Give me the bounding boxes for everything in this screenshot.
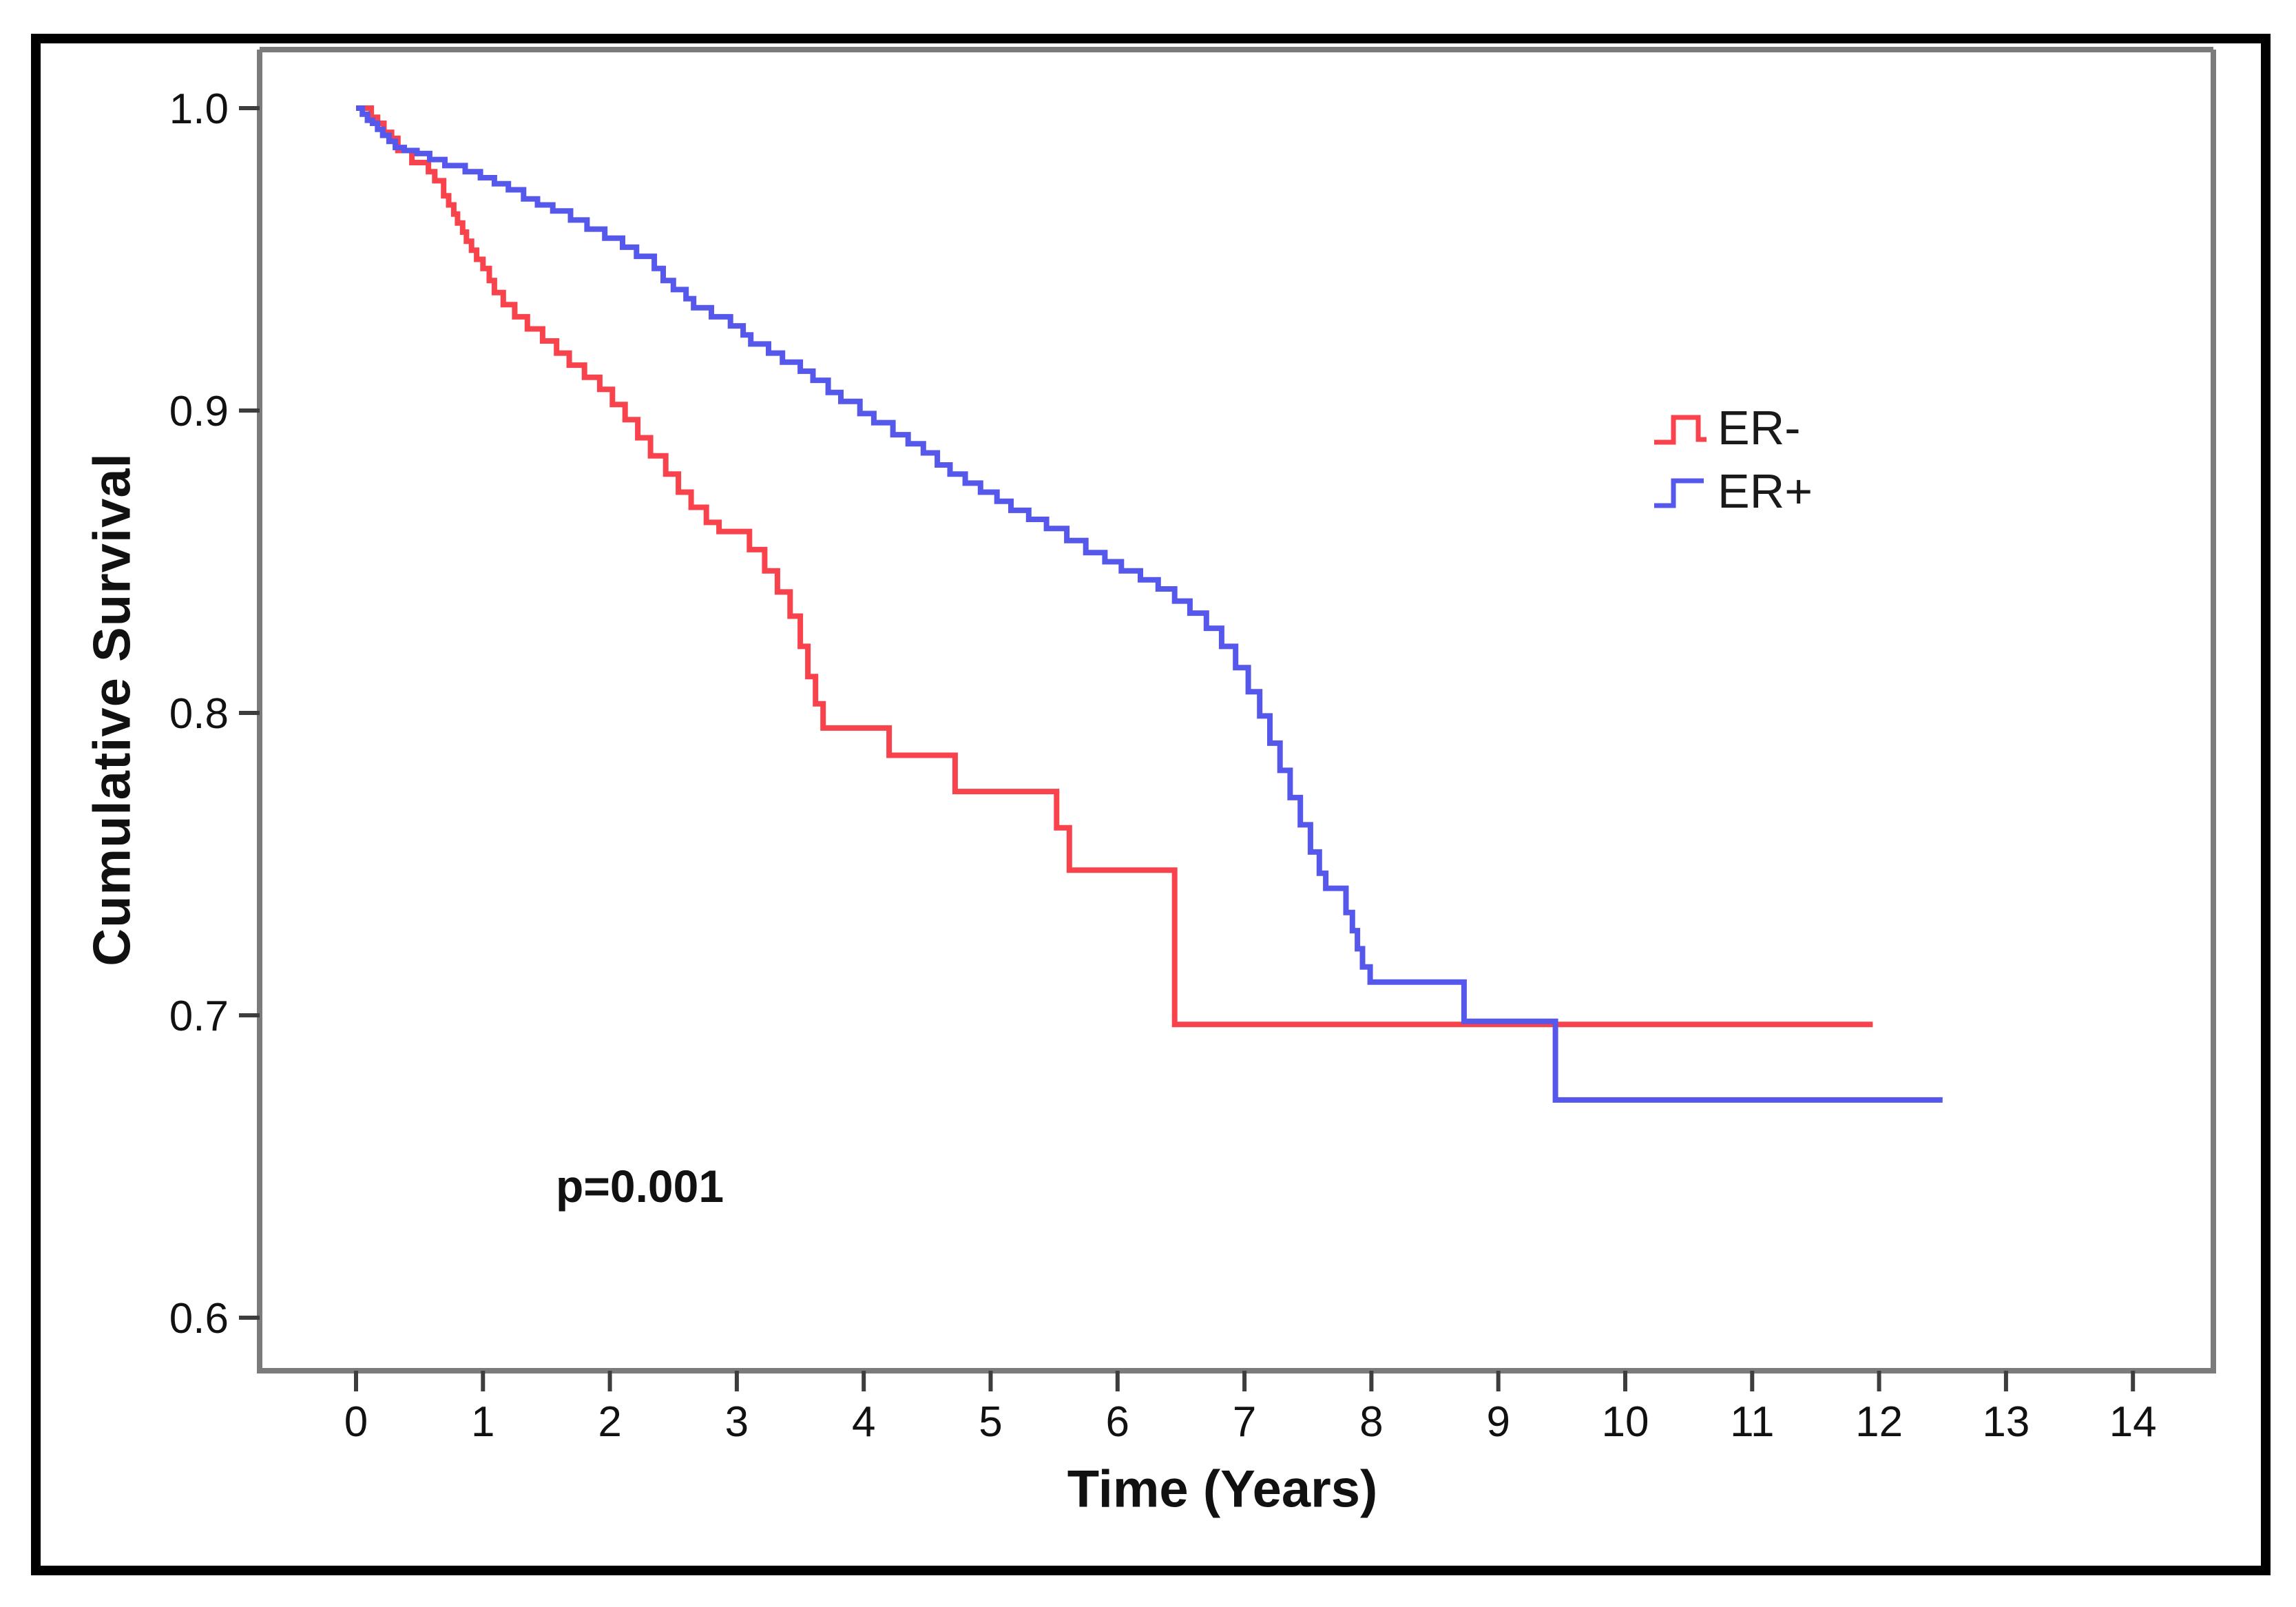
x-tick-label: 13	[1982, 1398, 2029, 1446]
er-positive-step-icon	[1654, 478, 1704, 508]
x-tick-label: 6	[1106, 1398, 1129, 1446]
y-tick-label: 1.0	[169, 85, 229, 133]
x-tick-label: 9	[1486, 1398, 1510, 1446]
er-positive-curve	[356, 105, 1943, 1103]
x-tick-label: 2	[598, 1398, 621, 1446]
legend-item-er-negative: ER-	[1651, 401, 1813, 455]
x-axis-title: Time (Years)	[1067, 1460, 1378, 1519]
x-tick-label: 12	[1855, 1398, 1903, 1446]
legend-label: ER+	[1718, 464, 1813, 518]
x-tick-label: 0	[344, 1398, 368, 1446]
x-tick-label: 14	[2109, 1398, 2157, 1446]
x-tick-label: 7	[1233, 1398, 1256, 1446]
x-tick-label: 3	[725, 1398, 749, 1446]
y-tick-label: 0.8	[169, 690, 229, 738]
x-tick-label: 11	[1730, 1398, 1774, 1446]
legend-label: ER-	[1718, 401, 1801, 455]
y-tick-label: 0.9	[169, 388, 229, 435]
y-tick-label: 0.6	[169, 1295, 229, 1342]
p-value-annotation: p=0.001	[556, 1161, 724, 1212]
x-tick-label: 5	[979, 1398, 1002, 1446]
x-tick-label: 4	[852, 1398, 875, 1446]
y-tick-label: 0.7	[169, 993, 229, 1040]
legend-item-er-positive: ER+	[1651, 464, 1813, 518]
legend: ER- ER+	[1651, 401, 1813, 518]
x-tick-label: 1	[471, 1398, 494, 1446]
er-negative-curve	[356, 105, 1873, 1028]
er-negative-step-icon	[1654, 415, 1707, 445]
x-tick-label: 8	[1359, 1398, 1383, 1446]
x-tick-label: 10	[1602, 1398, 1649, 1446]
y-axis-title: Cumulative Survival	[83, 453, 142, 966]
figure-border	[31, 34, 2271, 1575]
